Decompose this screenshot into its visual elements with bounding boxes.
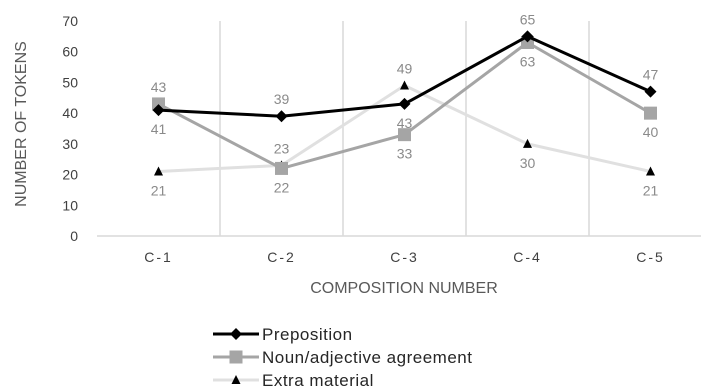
data-label: 63: [520, 54, 536, 70]
series-extra-material: [154, 80, 655, 176]
data-point: [523, 138, 532, 148]
x-tick-label: C-5: [636, 249, 665, 265]
x-tick-label: C-2: [267, 249, 296, 265]
legend: Preposition Noun/adjective agreement Extra…: [213, 325, 472, 388]
y-tick-label: 30: [62, 136, 78, 152]
data-label: 41: [151, 121, 167, 137]
data-label: 33: [397, 146, 413, 162]
legend-marker: [231, 375, 241, 384]
data-point: [154, 166, 163, 176]
data-label: 47: [643, 67, 659, 83]
data-label: 21: [151, 183, 167, 199]
data-point: [398, 128, 411, 142]
data-point: [646, 166, 655, 176]
data-label: 40: [643, 124, 659, 140]
x-tick-label: C-4: [513, 249, 542, 265]
y-tick-label: 50: [62, 74, 78, 90]
x-axis-title: COMPOSITION NUMBER: [310, 280, 498, 297]
y-tick-label: 10: [62, 197, 78, 213]
y-tick-label: 70: [62, 13, 78, 29]
data-point: [521, 30, 534, 43]
data-point: [644, 106, 657, 120]
data-point: [275, 161, 288, 175]
y-tick-label: 60: [62, 44, 78, 60]
data-label: 21: [643, 183, 659, 199]
data-point: [398, 97, 411, 110]
y-axis-title: NUMBER OF TOKENS: [13, 41, 30, 207]
data-label: 49: [397, 61, 413, 77]
y-tick-label: 20: [62, 167, 78, 183]
data-point: [275, 110, 288, 123]
legend-marker: [230, 328, 242, 340]
grid-lines: [219, 21, 590, 236]
data-point: [152, 97, 165, 111]
data-label: 30: [520, 155, 536, 171]
legend-label: Preposition: [262, 325, 353, 344]
data-point: [400, 80, 409, 90]
legend-marker: [229, 350, 243, 364]
legend-item-preposition: Preposition: [213, 325, 353, 344]
legend-item-extra-material: Extra material: [213, 371, 374, 388]
data-label: 22: [274, 179, 290, 195]
series-preposition: [152, 30, 657, 123]
data-label: 43: [397, 115, 413, 131]
x-tick-label: C-1: [144, 249, 173, 265]
data-label: 65: [520, 11, 536, 27]
data-point: [644, 85, 657, 98]
data-label: 23: [274, 140, 290, 156]
x-tick-label: C-3: [390, 249, 419, 265]
legend-label: Noun/adjective agreement: [262, 348, 472, 367]
data-label: 43: [151, 79, 167, 95]
y-tick-label: 40: [62, 105, 78, 121]
data-labels: 41 39 43 65 47 43 22 33 63 40 21 23 49 30 21: [151, 11, 659, 198]
data-point: [152, 104, 165, 117]
y-tick-label: 0: [70, 228, 78, 244]
x-axis-ticks: C-1 C-2 C-3 C-4 C-5: [144, 249, 665, 265]
series-group: [152, 30, 657, 176]
legend-item-noun-adjective-agreement: Noun/adjective agreement: [213, 348, 472, 367]
legend-label: Extra material: [262, 371, 374, 388]
y-axis-ticks: 0 10 20 30 40 50 60 70: [62, 13, 78, 244]
data-label: 39: [274, 91, 290, 107]
